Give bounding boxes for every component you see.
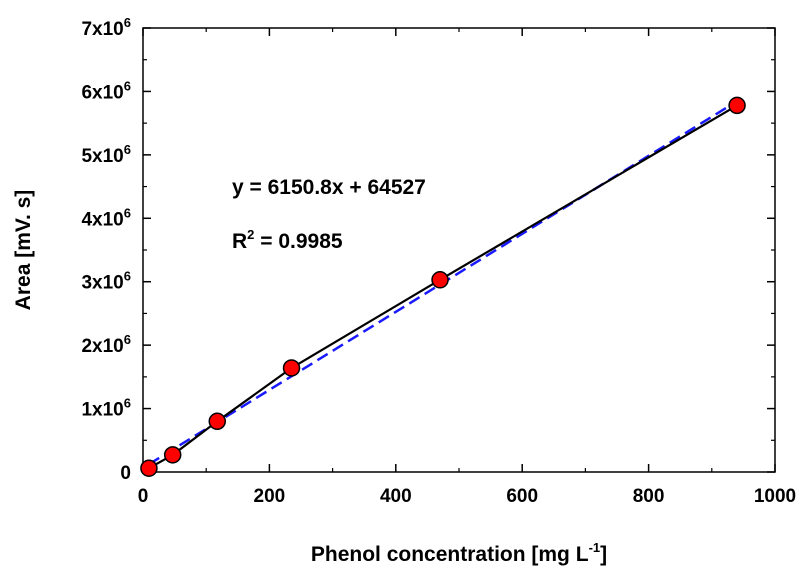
y-tick-label: 5x106	[81, 142, 131, 167]
x-axis-title: Phenol concentration [mg L-1]	[311, 540, 607, 566]
data-point	[163, 446, 182, 464]
x-tick-label: 1000	[754, 486, 796, 507]
y-tick-label: 7x106	[81, 15, 131, 40]
x-tick-label: 400	[380, 486, 412, 507]
y-tick-label: 1x106	[81, 396, 131, 421]
x-tick-label: 200	[254, 486, 286, 507]
y-tick-label: 3x106	[81, 269, 131, 294]
y-tick-label: 6x106	[81, 78, 131, 103]
x-tick-labels: 0 200 400 600 800 1000	[138, 486, 796, 507]
r-squared-annotation: R2 = 0.9985	[232, 227, 343, 253]
x-tick-label: 0	[138, 486, 149, 507]
data-point	[140, 459, 158, 477]
data-point	[728, 96, 746, 115]
data-point	[431, 271, 449, 289]
y-tick-label: 0	[120, 463, 131, 484]
x-tick-label: 600	[506, 486, 538, 507]
data-point	[208, 412, 227, 431]
y-tick-label: 2x106	[81, 332, 131, 357]
axis-ticks	[142, 27, 776, 473]
data-point	[282, 359, 301, 377]
equation-annotation: y = 6150.8x + 64527	[232, 176, 426, 199]
data-series	[140, 96, 746, 477]
y-axis-title: Area [mV. s]	[12, 190, 35, 311]
y-tick-label: 4x106	[81, 205, 131, 230]
x-tick-label: 800	[633, 486, 665, 507]
y-tick-labels: 0 1x106 2x106 3x106 4x106 5x106 6x106 7x106	[81, 15, 131, 484]
